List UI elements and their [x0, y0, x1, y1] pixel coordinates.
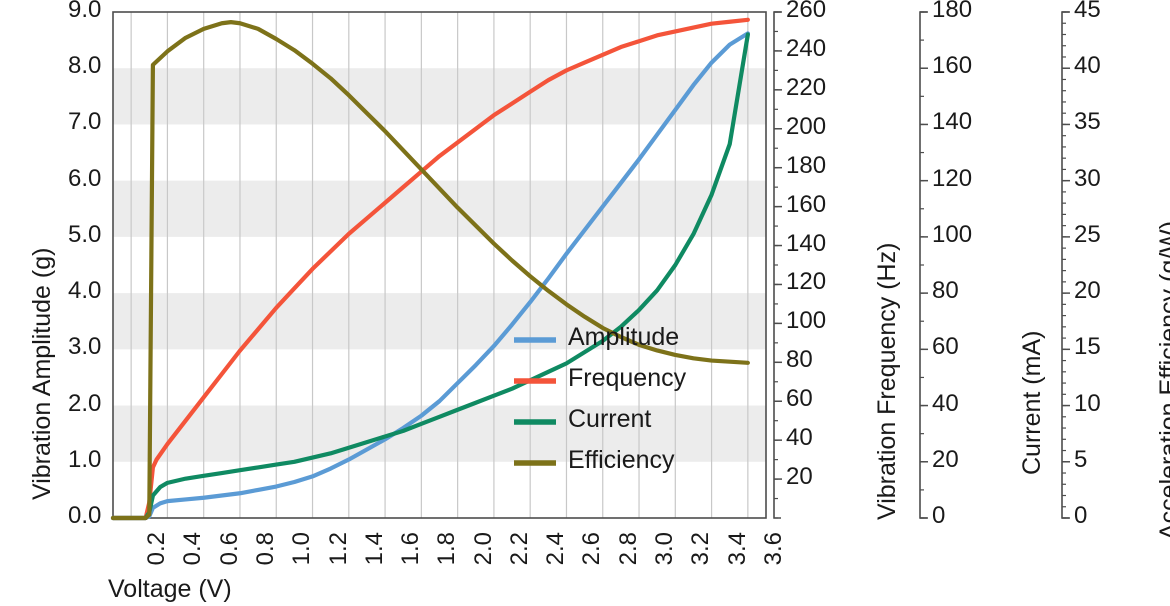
- ytick-frequency-40: 40: [786, 424, 813, 452]
- axis-title-current: Current (mA): [1018, 330, 1046, 475]
- ytick-current-20: 20: [932, 445, 959, 473]
- ytick-current-160: 160: [932, 52, 973, 80]
- ytick-efficiency-15: 15: [1074, 333, 1101, 361]
- ytick-current-140: 140: [932, 108, 973, 136]
- ytick-amplitude-8.0: 8.0: [68, 52, 102, 80]
- ytick-efficiency-35: 35: [1074, 108, 1101, 136]
- ytick-current-60: 60: [932, 333, 959, 361]
- xtick-3.2: 3.2: [687, 532, 715, 566]
- current-axis: [919, 11, 928, 519]
- plot-spines: [112, 11, 767, 519]
- xtick-3.4: 3.4: [723, 532, 751, 566]
- ytick-frequency-120: 120: [786, 268, 827, 296]
- axis-title-amplitude: Vibration Amplitude (g): [28, 247, 56, 500]
- legend-label-frequency: Frequency: [568, 364, 687, 392]
- ytick-current-180: 180: [932, 0, 973, 23]
- ytick-efficiency-10: 10: [1074, 389, 1101, 417]
- ytick-frequency-140: 140: [786, 229, 827, 257]
- ytick-frequency-200: 200: [786, 112, 827, 140]
- efficiency-axis: [1061, 11, 1070, 519]
- xtick-2.0: 2.0: [469, 532, 497, 566]
- ytick-amplitude-3.0: 3.0: [68, 333, 102, 361]
- ytick-efficiency-25: 25: [1074, 220, 1101, 248]
- xtick-1.8: 1.8: [433, 532, 461, 566]
- ytick-current-120: 120: [932, 164, 973, 192]
- xtick-0.4: 0.4: [179, 532, 207, 566]
- ytick-current-0: 0: [932, 502, 946, 529]
- xtick-2.4: 2.4: [542, 532, 570, 566]
- ytick-amplitude-2.0: 2.0: [68, 389, 102, 417]
- ytick-frequency-60: 60: [786, 385, 813, 413]
- band-shading: [113, 12, 766, 518]
- series-amplitude: [110, 31, 750, 521]
- ytick-amplitude-9.0: 9.0: [68, 0, 102, 23]
- xtick-0.2: 0.2: [143, 532, 171, 566]
- legend-label-efficiency: Efficiency: [568, 446, 675, 474]
- ytick-frequency-160: 160: [786, 190, 827, 218]
- xtick-1.0: 1.0: [288, 532, 316, 566]
- xtick-0.8: 0.8: [251, 532, 279, 566]
- ytick-amplitude-6.0: 6.0: [68, 164, 102, 192]
- series-current: [110, 32, 750, 521]
- xtick-2.2: 2.2: [505, 532, 533, 566]
- ytick-efficiency-5: 5: [1074, 445, 1088, 473]
- ytick-frequency-20: 20: [786, 463, 813, 491]
- xtick-2.8: 2.8: [614, 532, 642, 566]
- axis-title-efficiency: Acceleration Efficiency (g/W): [1155, 220, 1170, 540]
- legend-label-amplitude: Amplitude: [568, 323, 680, 351]
- ytick-frequency-240: 240: [786, 34, 827, 62]
- ytick-frequency-100: 100: [786, 307, 827, 335]
- series-frequency: [110, 17, 750, 521]
- data-curves: [110, 17, 750, 521]
- xtick-2.6: 2.6: [578, 532, 606, 566]
- xtick-3.6: 3.6: [759, 532, 787, 566]
- ytick-efficiency-45: 45: [1074, 0, 1101, 23]
- ytick-amplitude-7.0: 7.0: [68, 108, 102, 136]
- ytick-amplitude-0.0: 0.0: [68, 502, 102, 529]
- frequency-axis: [773, 11, 782, 519]
- ytick-efficiency-20: 20: [1074, 277, 1101, 305]
- ytick-current-100: 100: [932, 220, 973, 248]
- axis-title-voltage: Voltage (V): [108, 575, 232, 603]
- xtick-1.2: 1.2: [324, 532, 352, 566]
- ytick-frequency-220: 220: [786, 73, 827, 101]
- ytick-amplitude-1.0: 1.0: [68, 445, 102, 473]
- ytick-current-40: 40: [932, 389, 959, 417]
- xtick-3.0: 3.0: [651, 532, 679, 566]
- legend-swatches: [514, 337, 556, 466]
- ytick-frequency-260: 260: [786, 0, 827, 23]
- ytick-frequency-80: 80: [786, 346, 813, 374]
- vertical-gridlines: [130, 12, 749, 518]
- ytick-amplitude-5.0: 5.0: [68, 220, 102, 248]
- xtick-0.6: 0.6: [215, 532, 243, 566]
- legend-label-current: Current: [568, 405, 652, 433]
- xtick-1.6: 1.6: [397, 532, 425, 566]
- ytick-amplitude-4.0: 4.0: [68, 277, 102, 305]
- ytick-efficiency-0: 0: [1074, 502, 1088, 529]
- axis-title-frequency: Vibration Frequency (Hz): [873, 242, 901, 520]
- series-efficiency: [110, 20, 750, 521]
- xtick-1.4: 1.4: [360, 532, 388, 566]
- ytick-efficiency-30: 30: [1074, 164, 1101, 192]
- ytick-current-80: 80: [932, 277, 959, 305]
- ytick-frequency-180: 180: [786, 151, 827, 179]
- ytick-efficiency-40: 40: [1074, 52, 1101, 80]
